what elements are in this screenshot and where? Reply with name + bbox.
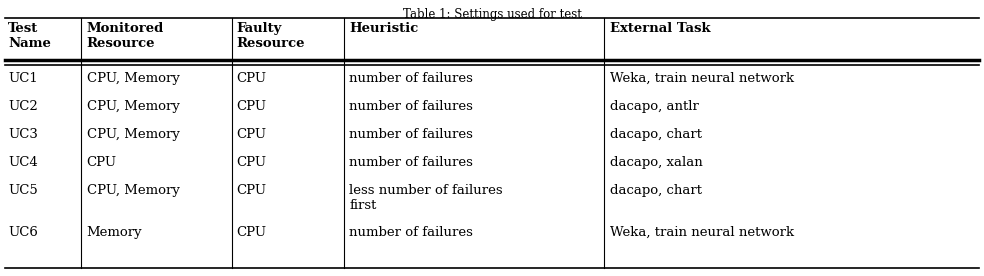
Text: CPU: CPU [87,156,117,169]
Text: Monitored
Resource: Monitored Resource [87,22,164,50]
Text: UC6: UC6 [8,226,37,239]
Text: Heuristic: Heuristic [349,22,418,35]
Text: dacapo, chart: dacapo, chart [610,184,702,197]
Text: External Task: External Task [610,22,710,35]
Text: Table 1: Settings used for test: Table 1: Settings used for test [402,8,582,21]
Text: UC3: UC3 [8,128,37,141]
Text: CPU: CPU [236,128,267,141]
Text: CPU, Memory: CPU, Memory [87,184,179,197]
Text: number of failures: number of failures [349,100,473,113]
Text: CPU: CPU [236,72,267,85]
Text: CPU: CPU [236,156,267,169]
Text: UC1: UC1 [8,72,37,85]
Text: CPU: CPU [236,100,267,113]
Text: UC2: UC2 [8,100,37,113]
Text: UC5: UC5 [8,184,37,197]
Text: Memory: Memory [87,226,143,239]
Text: Weka, train neural network: Weka, train neural network [610,226,794,239]
Text: number of failures: number of failures [349,72,473,85]
Text: number of failures: number of failures [349,226,473,239]
Text: CPU, Memory: CPU, Memory [87,128,179,141]
Text: Faulty
Resource: Faulty Resource [236,22,305,50]
Text: UC4: UC4 [8,156,37,169]
Text: dacapo, antlr: dacapo, antlr [610,100,699,113]
Text: dacapo, chart: dacapo, chart [610,128,702,141]
Text: Test
Name: Test Name [8,22,51,50]
Text: number of failures: number of failures [349,156,473,169]
Text: CPU, Memory: CPU, Memory [87,72,179,85]
Text: CPU: CPU [236,184,267,197]
Text: CPU: CPU [236,226,267,239]
Text: number of failures: number of failures [349,128,473,141]
Text: less number of failures
first: less number of failures first [349,184,503,212]
Text: CPU, Memory: CPU, Memory [87,100,179,113]
Text: dacapo, xalan: dacapo, xalan [610,156,703,169]
Text: Weka, train neural network: Weka, train neural network [610,72,794,85]
